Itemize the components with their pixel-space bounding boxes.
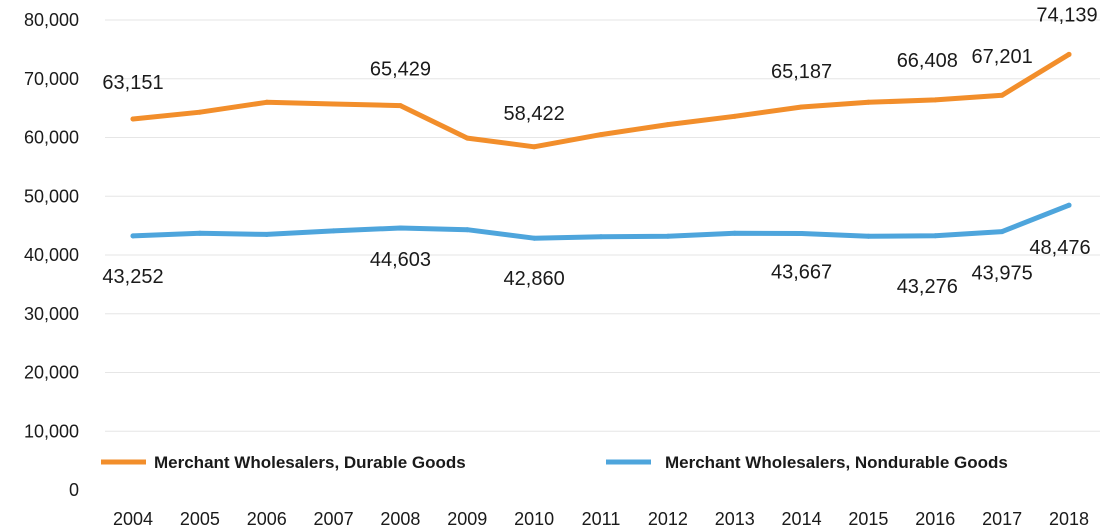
data-point [799,230,805,236]
data-point [799,104,805,110]
y-tick-label: 20,000 [24,363,79,383]
y-tick-label: 50,000 [24,186,79,206]
legend-label-nondurable-goods: Merchant Wholesalers, Nondurable Goods [665,453,1008,472]
y-tick-label: 10,000 [24,421,79,441]
data-point [598,234,604,240]
x-tick-label: 2007 [314,509,354,529]
data-label-durable-goods: 65,187 [771,61,832,83]
data-point [197,109,203,115]
legend: Merchant Wholesalers, Durable Goods Merc… [101,453,1008,472]
data-point [397,103,403,109]
y-axis-tick-labels: 0 10,000 20,000 30,000 40,000 50,000 60,000 70,… [24,10,79,500]
data-point [598,132,604,138]
data-point [331,228,337,234]
data-label-nondurable-goods: 43,667 [771,261,832,283]
x-tick-label: 2015 [848,509,888,529]
data-point [264,99,270,105]
data-point [1066,51,1072,57]
data-point [331,101,337,107]
y-tick-label: 0 [69,480,79,500]
data-point [130,233,136,239]
data-point [130,116,136,122]
x-tick-label: 2011 [582,509,621,529]
data-point [264,231,270,237]
x-tick-label: 2016 [915,509,955,529]
x-tick-label: 2005 [180,509,220,529]
data-label-nondurable-goods: 43,975 [972,263,1033,285]
data-point [531,144,537,150]
data-label-nondurable-goods: 42,860 [504,268,565,290]
data-label-durable-goods: 58,422 [504,103,565,125]
data-label-durable-goods: 65,429 [370,59,431,81]
data-point [397,225,403,231]
y-tick-label: 30,000 [24,304,79,324]
x-tick-label: 2008 [380,509,420,529]
data-point [665,122,671,128]
data-point [999,229,1005,235]
y-tick-label: 70,000 [24,69,79,89]
x-tick-label: 2004 [113,509,153,529]
x-tick-label: 2010 [514,509,554,529]
data-point [464,227,470,233]
legend-label-durable-goods: Merchant Wholesalers, Durable Goods [154,453,466,472]
data-label-nondurable-goods: 43,276 [897,276,958,298]
x-tick-label: 2013 [715,509,755,529]
data-label-durable-goods: 66,408 [897,50,958,72]
x-axis-tick-labels: 2004 2005 2006 2007 2008 2009 2010 2011 2012 2013… [113,509,1089,529]
data-label-durable-goods: 67,201 [972,46,1033,68]
data-label-nondurable-goods: 43,252 [102,266,163,288]
data-point [865,99,871,105]
data-point [1066,202,1072,208]
data-point [865,233,871,239]
data-point [732,113,738,119]
series-line-nondurable-goods [130,202,1072,241]
series-lines [130,51,1072,241]
x-tick-label: 2014 [782,509,822,529]
y-tick-label: 80,000 [24,10,79,30]
x-tick-label: 2017 [982,509,1022,529]
grid-lines [105,19,1100,432]
data-label-nondurable-goods: 44,603 [370,249,431,271]
y-tick-label: 40,000 [24,245,79,265]
data-point [732,230,738,236]
data-label-nondurable-goods: 48,476 [1029,237,1090,259]
data-point [665,233,671,239]
data-point [197,230,203,236]
data-point [999,92,1005,98]
x-tick-label: 2009 [447,509,487,529]
y-tick-label: 60,000 [24,128,79,148]
data-labels: 63,151 65,429 58,422 65,187 66,408 67,20174,1… [102,4,1097,297]
data-point [531,235,537,241]
data-point [932,233,938,239]
x-tick-label: 2012 [648,509,688,529]
data-point [464,135,470,141]
data-label-durable-goods: 63,151 [102,72,163,94]
data-label-durable-goods: 74,139 [1036,4,1097,26]
x-tick-label: 2006 [247,509,287,529]
x-tick-label: 2018 [1049,509,1089,529]
data-point [932,97,938,103]
